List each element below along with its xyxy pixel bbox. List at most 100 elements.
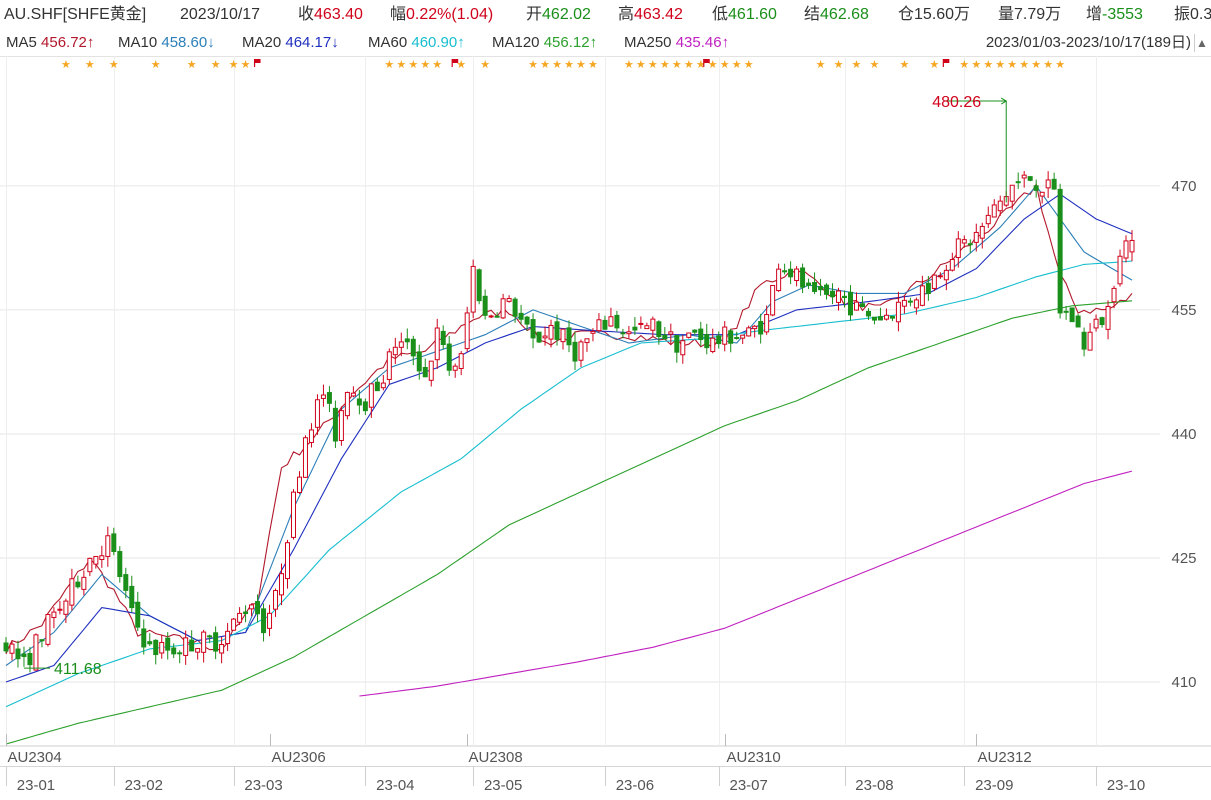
candle <box>45 613 51 647</box>
close-value: 463.40 <box>314 6 363 23</box>
candle <box>770 284 776 317</box>
candle-body <box>117 551 123 577</box>
candle <box>105 526 111 567</box>
candle-body <box>782 270 788 273</box>
chevron-up-icon[interactable]: ▲ <box>1194 34 1209 52</box>
candle <box>452 363 458 378</box>
candle-body <box>871 316 877 321</box>
y-axis: 410 425 440 455 470 <box>1171 178 1196 691</box>
candle-body <box>704 334 710 349</box>
candle-body <box>470 265 476 313</box>
star-icon: ★ <box>684 58 694 71</box>
candle-body <box>87 557 93 573</box>
candle <box>500 293 506 319</box>
candle <box>3 637 9 654</box>
candle-body <box>1027 176 1033 181</box>
star-icon: ★ <box>552 58 562 71</box>
candle-body <box>21 653 27 658</box>
candle-body <box>189 639 195 652</box>
star-icon: ★ <box>816 58 826 71</box>
candle-body <box>632 326 638 331</box>
candle <box>290 489 296 540</box>
candle-body <box>686 332 692 338</box>
candle-body <box>1081 331 1087 350</box>
candle-body <box>943 269 949 281</box>
candle <box>231 618 237 631</box>
min-label: 411.68 <box>54 661 102 678</box>
candle-body <box>332 407 338 442</box>
x-tick-label: 23-03 <box>244 777 282 794</box>
candle <box>734 331 740 340</box>
candle-body <box>865 310 871 317</box>
candle-body <box>1063 310 1069 313</box>
star-icon: ★ <box>187 58 197 71</box>
candle-body <box>81 576 87 590</box>
candle-body <box>578 341 584 361</box>
oichg-label: 增 <box>1086 6 1103 23</box>
star-icon: ★ <box>744 58 754 71</box>
star-icon: ★ <box>1007 58 1017 71</box>
candle-body <box>177 652 183 655</box>
candle-body <box>195 648 201 653</box>
date-range[interactable]: 2023/01/03-2023/10/17(189日) <box>985 30 1191 57</box>
candle-body <box>518 312 524 320</box>
candle-body <box>27 652 33 666</box>
low-value: 461.60 <box>728 6 777 23</box>
candle <box>308 423 314 448</box>
candle-body <box>1009 184 1015 202</box>
star-icon: ★ <box>432 58 442 71</box>
candlestick-chart[interactable]: ★ ★ ★ ★ ★ ★ ★ ★ ★ ★ ★ ★ ★ ★ ★ ★ ★ ★ ★ ★ ★ ★ ★ ★ ★ ★ ★ ★ ★ ★ ★ ★ ★ ★ ★ ★ ★ ★ ★ ★… <box>0 56 1211 800</box>
candle <box>925 275 931 301</box>
candle <box>716 331 722 349</box>
candle <box>656 320 662 345</box>
candle <box>662 327 668 340</box>
candle-body <box>728 330 734 344</box>
candle-body <box>590 330 596 334</box>
candle <box>997 195 1003 216</box>
candle <box>506 295 512 303</box>
candle <box>1009 184 1015 210</box>
candle-body <box>386 351 392 380</box>
candle-body <box>638 322 644 325</box>
candle-body <box>237 612 243 623</box>
candle <box>907 297 913 307</box>
candle <box>446 336 452 376</box>
x-tick-label: 23-05 <box>484 777 522 794</box>
candle-body <box>985 214 991 225</box>
candle <box>344 391 350 420</box>
candle-body <box>907 300 913 303</box>
candle <box>1063 305 1069 320</box>
contract-label: AU2310 <box>727 749 781 766</box>
candle-body <box>458 353 464 370</box>
candle-body <box>99 555 105 561</box>
candle <box>27 647 33 673</box>
ma5-value: 456.72↑ <box>41 34 95 51</box>
star-icon: ★ <box>420 58 430 71</box>
candle-body <box>171 647 177 655</box>
ma60-value: 460.90↑ <box>411 34 465 51</box>
candle-body <box>560 328 566 343</box>
candle-body <box>644 325 650 330</box>
candle-body <box>608 316 614 327</box>
candle <box>302 435 308 478</box>
candle-body <box>308 429 314 443</box>
contract-label: AU2308 <box>469 749 523 766</box>
candle-body <box>812 281 818 292</box>
candle-body <box>524 316 530 325</box>
candle-body <box>338 410 344 441</box>
candle <box>722 321 728 352</box>
candle-body <box>919 285 925 306</box>
annotations: 480.26 411.68 <box>23 94 1008 678</box>
candle <box>788 261 794 285</box>
candle <box>356 389 362 415</box>
ma20-label: MA20 <box>242 34 282 51</box>
oi-value: 15.60万 <box>914 6 971 23</box>
candle <box>75 575 81 589</box>
y-tick-label: 425 <box>1171 550 1196 567</box>
candle <box>614 310 620 332</box>
candle <box>644 322 650 330</box>
candle <box>488 314 494 319</box>
candle-body <box>153 639 159 656</box>
candle <box>374 377 380 392</box>
candle-body <box>165 637 171 651</box>
